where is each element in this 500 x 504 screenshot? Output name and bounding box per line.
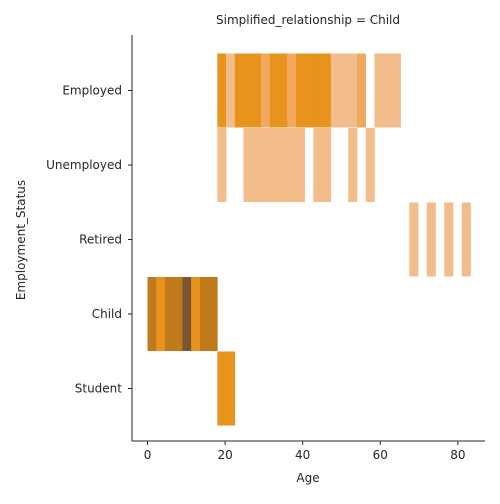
heat-cell-child-5	[191, 277, 201, 351]
heat-cell-retired-3	[461, 202, 471, 277]
heat-cell-student-1	[226, 351, 236, 426]
heat-cell-unemployed-8	[313, 128, 323, 202]
y-tick-label-unemployed: Unemployed	[46, 158, 122, 172]
axes-layer	[131, 35, 485, 442]
heat-cell-child-0	[147, 277, 157, 351]
x-tick-label-40: 40	[295, 448, 310, 462]
heat-cell-student-0	[217, 351, 227, 426]
heat-cell-child-7	[208, 277, 218, 351]
heat-cell-employed-12	[322, 53, 332, 128]
heat-cell-employed-5	[260, 53, 271, 128]
heat-cell-child-4	[182, 277, 192, 351]
heat-cell-employed-10	[304, 53, 314, 128]
x-tick-label-80: 80	[450, 448, 465, 462]
heat-cell-employed-0	[217, 53, 227, 128]
chart-title: Simplified_relationship = Child	[216, 13, 400, 27]
heat-cell-employed-6	[269, 53, 279, 128]
heat-cell-retired-2	[444, 202, 454, 277]
heat-cell-unemployed-1	[243, 128, 253, 202]
heat-cell-child-1	[156, 277, 166, 351]
heat-cell-unemployed-10	[348, 128, 358, 202]
heat-cell-child-2	[164, 277, 174, 351]
heat-cell-unemployed-5	[278, 128, 288, 202]
heat-cell-employed-1	[226, 53, 236, 128]
heat-cell-unemployed-2	[252, 128, 262, 202]
heat-cell-unemployed-7	[295, 128, 305, 202]
heat-cell-unemployed-6	[287, 128, 297, 202]
heat-cell-employed-8	[287, 53, 297, 128]
heat-cell-unemployed-9	[322, 128, 332, 202]
heat-cell-employed-18	[383, 53, 393, 128]
y-tick-label-student: Student	[75, 382, 123, 396]
heat-cell-unemployed-11	[365, 128, 375, 202]
heat-cell-retired-1	[426, 202, 436, 277]
y-tick-label-retired: Retired	[79, 233, 122, 247]
heat-cell-unemployed-3	[260, 128, 271, 202]
y-tick-label-child: Child	[92, 307, 122, 321]
heat-cell-unemployed-4	[269, 128, 279, 202]
heat-cell-child-3	[173, 277, 183, 351]
y-axis-label: Employment_Status	[14, 180, 28, 300]
heat-cell-employed-7	[278, 53, 288, 128]
x-tick-label-0: 0	[144, 448, 152, 462]
heat-cell-retired-0	[409, 202, 419, 277]
x-axis-label: Age	[296, 471, 319, 485]
y-tick-label-employed: Employed	[62, 84, 122, 98]
heat-cell-employed-2	[234, 53, 244, 128]
heat-cell-employed-14	[339, 53, 349, 128]
heat-cell-employed-3	[243, 53, 253, 128]
heat-cell-unemployed-0	[217, 128, 227, 202]
heat-cell-child-6	[199, 277, 209, 351]
heat-cell-employed-16	[356, 53, 367, 128]
heat-cell-employed-19	[391, 53, 401, 128]
heat-cell-employed-11	[313, 53, 323, 128]
heat-cell-employed-13	[330, 53, 340, 128]
heat-cell-employed-17	[374, 53, 384, 128]
x-tick-label-60: 60	[373, 448, 388, 462]
heat-cell-employed-9	[295, 53, 305, 128]
heat-cell-employed-15	[348, 53, 358, 128]
x-tick-label-20: 20	[217, 448, 232, 462]
ticks-layer: 0 20 40 60 80 Employed Unemployed Retired Child S…	[46, 84, 465, 463]
cells-layer	[147, 53, 471, 426]
heat-cell-employed-4	[252, 53, 262, 128]
